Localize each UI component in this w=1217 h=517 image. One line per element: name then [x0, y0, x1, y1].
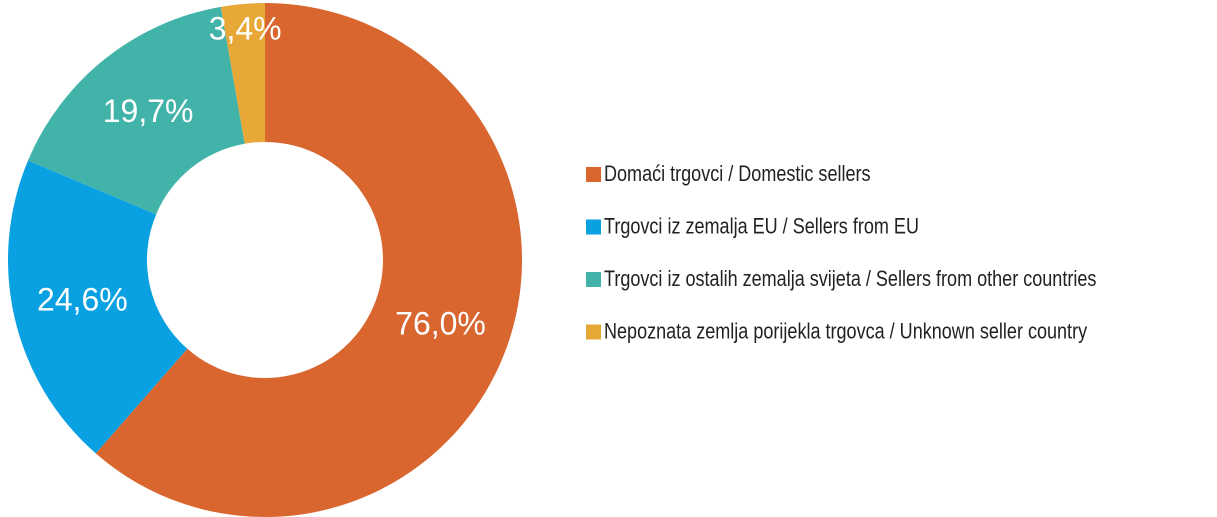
legend-swatch [586, 272, 601, 287]
donut-slice [28, 6, 245, 215]
legend-swatch [586, 324, 601, 340]
donut-slice [7, 160, 188, 454]
legend: Domaći trgovci / Domestic sellers Trgovci… [586, 162, 1096, 344]
data-label: 3,4% [209, 10, 282, 46]
data-label: 76,0% [395, 305, 486, 341]
legend-swatch [586, 219, 601, 235]
donut-slice [95, 3, 523, 517]
legend-label: Nepoznata zemlja porijekla trgovca / Unk… [604, 320, 1088, 344]
data-label: 24,6% [37, 282, 128, 318]
data-label: 19,7% [103, 93, 194, 129]
legend-label: Domaći trgovci / Domestic sellers [604, 162, 871, 186]
donut-slice [220, 3, 265, 144]
legend-swatch [586, 167, 601, 182]
legend-label: Trgovci iz zemalja EU / Sellers from EU [604, 215, 919, 239]
legend-label: Trgovci iz ostalih zemalja svijeta / Sel… [604, 267, 1096, 291]
